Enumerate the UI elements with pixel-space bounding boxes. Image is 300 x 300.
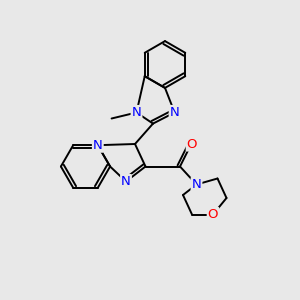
Text: N: N [170,106,179,119]
Text: O: O [208,208,218,221]
Text: O: O [187,137,197,151]
Text: N: N [121,175,131,188]
Text: N: N [93,139,103,152]
Text: N: N [132,106,141,119]
Text: N: N [192,178,201,191]
